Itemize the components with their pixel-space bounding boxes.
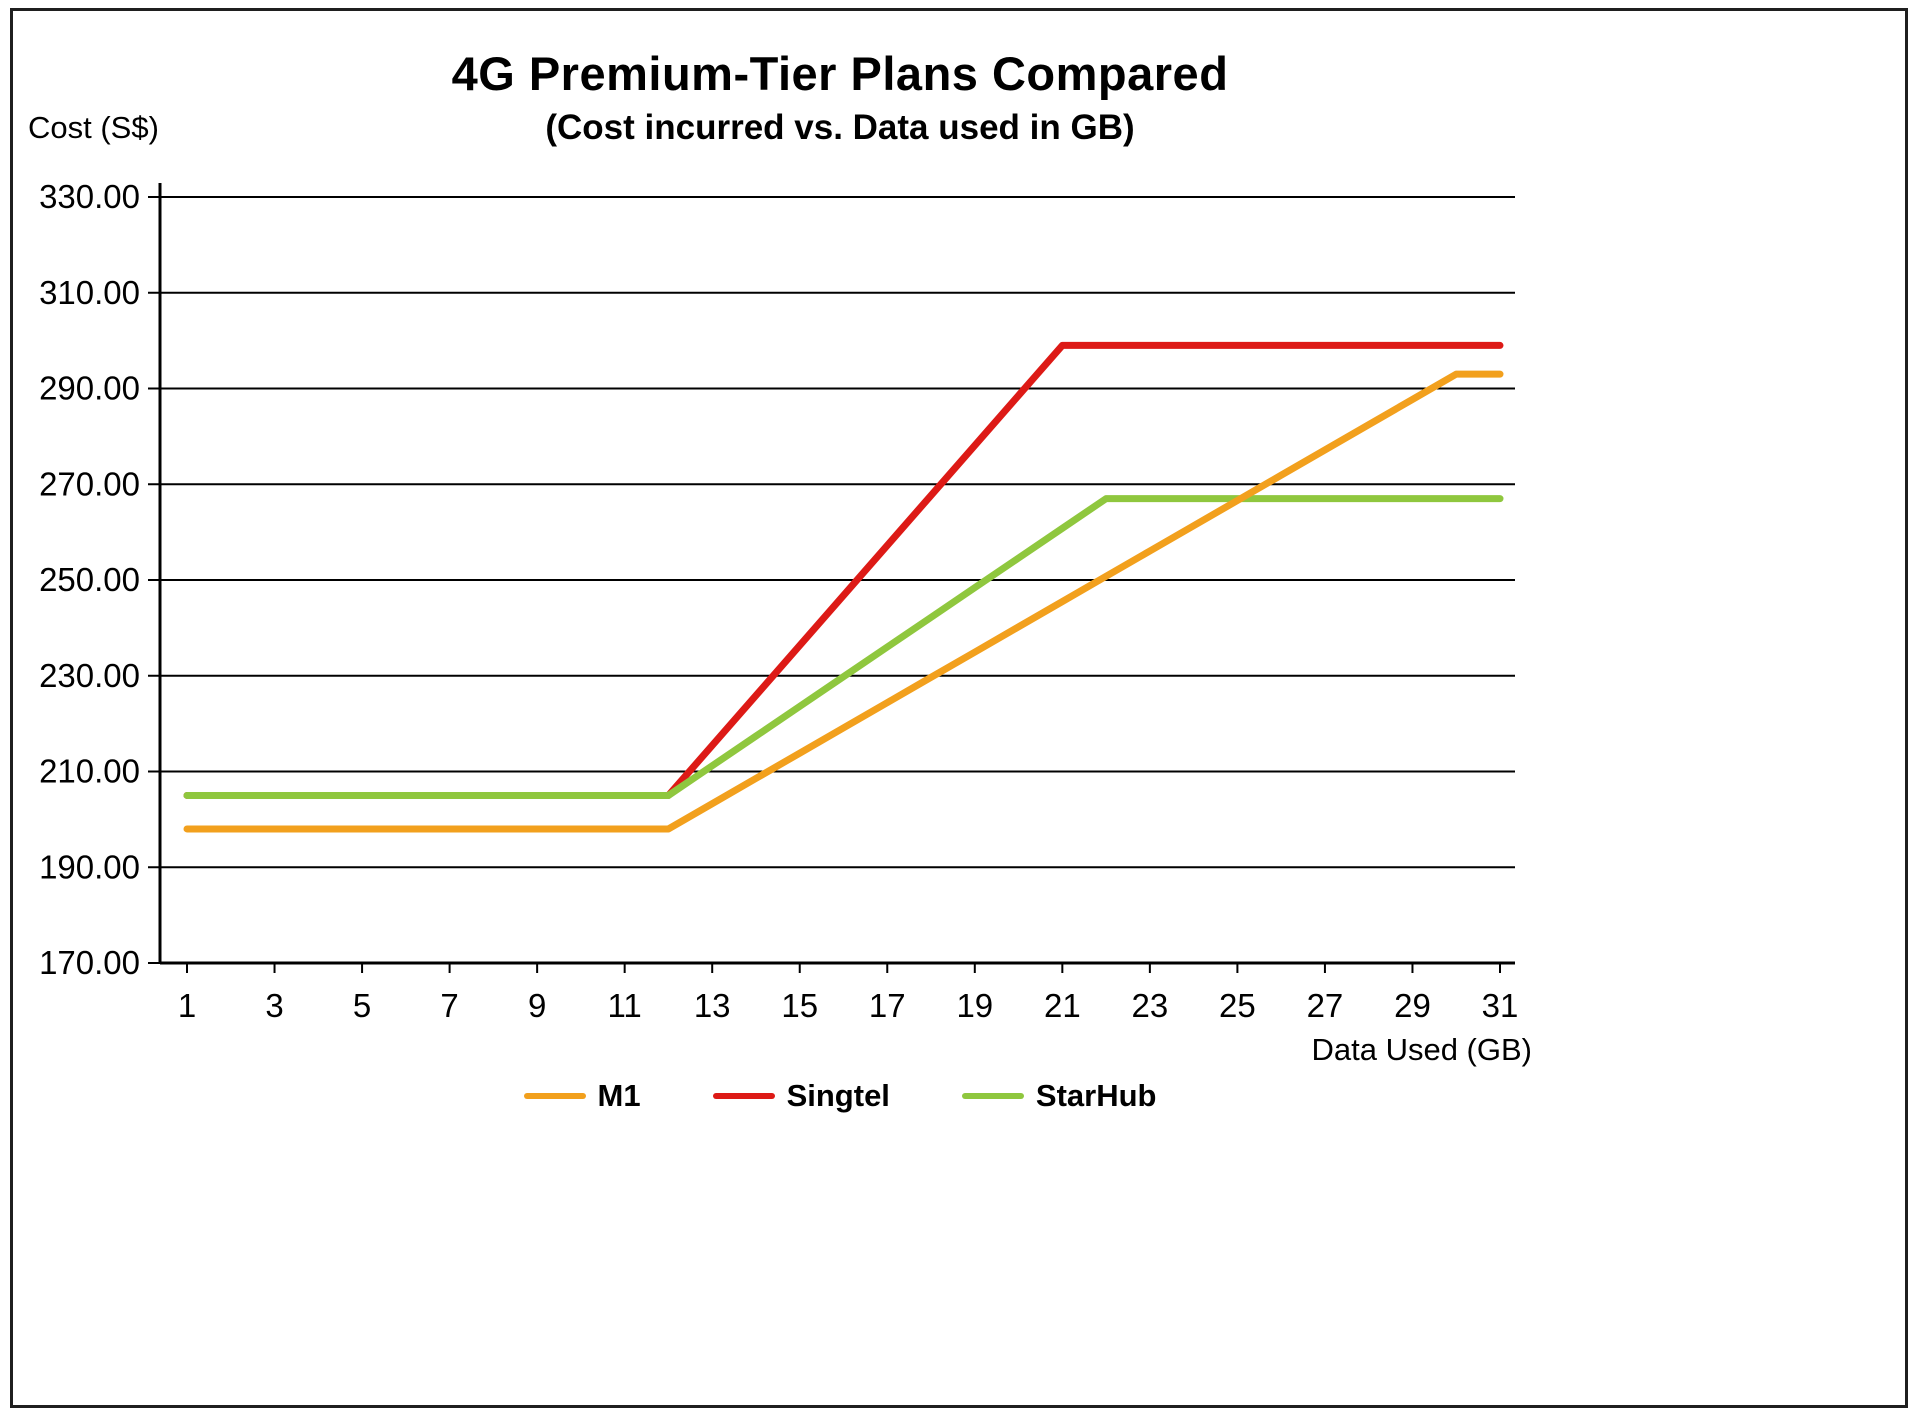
legend-label-singtel: Singtel	[786, 1078, 890, 1113]
legend-swatch-m1	[523, 1093, 586, 1099]
x-tick-label: 25	[1219, 987, 1256, 1024]
y-tick-label: 190.00	[39, 848, 140, 885]
legend-swatch-starhub	[961, 1093, 1024, 1099]
legend-label-starhub: StarHub	[1035, 1078, 1157, 1113]
legend-item-m1: M1	[523, 1078, 641, 1114]
x-tick-label: 15	[781, 987, 818, 1024]
x-tick-label: 11	[608, 987, 642, 1024]
x-tick-label: 27	[1307, 987, 1344, 1024]
series-line-m1	[183, 370, 1504, 833]
legend-swatch-singtel	[712, 1093, 775, 1099]
chart-title: 4G Premium-Tier Plans Compared	[451, 47, 1229, 100]
x-tick-label: 29	[1394, 987, 1431, 1024]
y-tick-label: 290.00	[39, 370, 140, 407]
y-tick-label: 270.00	[39, 465, 140, 502]
y-tick-label: 210.00	[39, 753, 140, 790]
chart-legend: M1 Singtel StarHub	[0, 1078, 1680, 1114]
y-tick-label: 310.00	[39, 274, 140, 311]
x-tick-label: 1	[178, 987, 196, 1024]
x-tick-label: 23	[1132, 987, 1169, 1024]
x-tick-label: 13	[694, 987, 731, 1024]
legend-label-m1: M1	[597, 1078, 641, 1113]
y-tick-label: 170.00	[39, 944, 140, 981]
y-axis-label: Cost (S$)	[28, 110, 159, 145]
x-tick-label: 17	[869, 987, 906, 1024]
x-tick-label: 5	[353, 987, 371, 1024]
x-tick-label: 31	[1482, 987, 1519, 1024]
chart-subtitle: (Cost incurred vs. Data used in GB)	[545, 108, 1135, 147]
series-line-starhub	[183, 495, 1504, 799]
x-tick-label: 9	[528, 987, 546, 1024]
y-tick-label: 230.00	[39, 657, 140, 694]
y-tick-label: 250.00	[39, 561, 140, 598]
x-tick-label: 19	[956, 987, 993, 1024]
y-tick-label: 330.00	[39, 178, 140, 215]
x-tick-label: 21	[1044, 987, 1081, 1024]
x-tick-label: 7	[440, 987, 458, 1024]
x-tick-label: 3	[265, 987, 283, 1024]
legend-item-starhub: StarHub	[961, 1078, 1157, 1114]
x-axis-label: Data Used (GB)	[1311, 1032, 1532, 1067]
legend-item-singtel: Singtel	[712, 1078, 890, 1114]
